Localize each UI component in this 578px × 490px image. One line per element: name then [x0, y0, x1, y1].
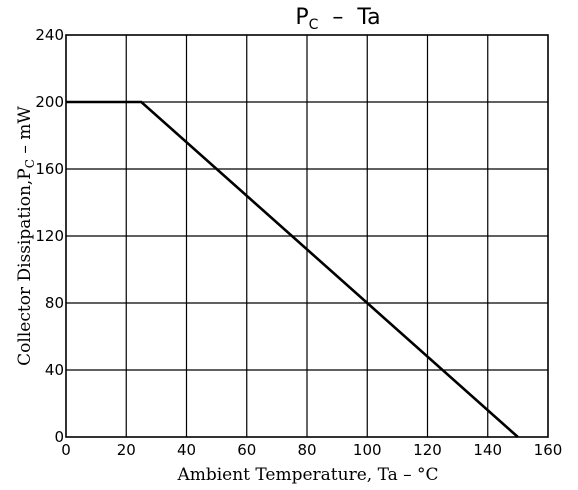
chart-title-subscript: C	[309, 17, 319, 33]
y-tick-label-1: 40	[45, 361, 64, 379]
chart-title-rest: – Ta	[318, 5, 380, 30]
x-tick-label-2: 40	[177, 441, 196, 459]
x-tick-label-8: 160	[534, 441, 563, 459]
x-tick-label-6: 120	[413, 441, 442, 459]
plot-area: 0 20 40 60 80 100 120 140 160 0 40 80 120 160 200 240	[35, 26, 562, 459]
x-tick-label-3: 60	[237, 441, 256, 459]
x-tick-label-0: 0	[61, 441, 71, 459]
y-axis-label-main: Collector Dissipation,P	[15, 168, 35, 366]
y-axis-label-rest: – mW	[15, 106, 35, 159]
x-tick-label-1: 20	[117, 441, 136, 459]
y-tick-label-4: 160	[35, 160, 64, 178]
y-axis-label-subscript: C	[23, 159, 37, 168]
y-tick-label-6: 240	[35, 26, 64, 44]
y-tick-label-5: 200	[35, 93, 64, 111]
y-tick-label-0: 0	[54, 428, 64, 446]
chart-title-main: P	[295, 5, 308, 30]
series-line-0	[66, 100, 519, 438]
y-tick-label-2: 80	[45, 294, 64, 312]
chart-title: PC – Ta	[295, 5, 380, 33]
x-tick-label-5: 100	[353, 441, 382, 459]
x-axis-label: Ambient Temperature, Ta – °C	[176, 465, 438, 485]
plot-frame	[65, 34, 549, 438]
y-axis-label: Collector Dissipation,PC – mW	[15, 106, 37, 366]
x-tick-label-7: 140	[473, 441, 502, 459]
x-tick-label-4: 80	[297, 441, 316, 459]
y-tick-label-3: 120	[35, 227, 64, 245]
